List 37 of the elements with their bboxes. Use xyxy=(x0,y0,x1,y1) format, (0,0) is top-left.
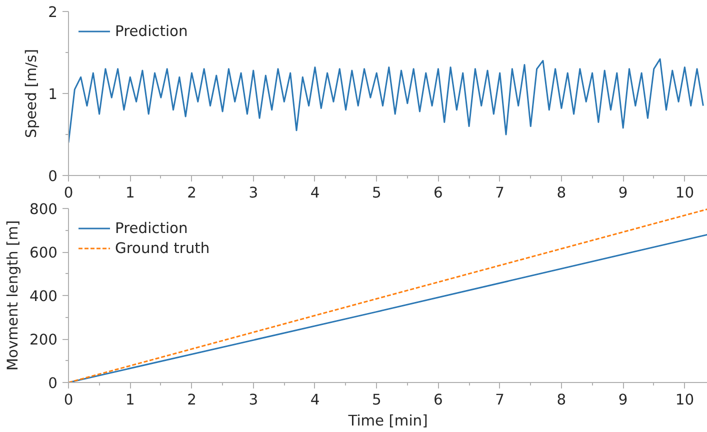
x-tick-label: 0 xyxy=(64,184,74,202)
y-axis-title: Movment length [m] xyxy=(4,220,22,371)
y-tick-label: 600 xyxy=(30,244,58,262)
x-tick-label: 9 xyxy=(618,392,628,408)
y-tick-label: 200 xyxy=(30,332,58,348)
x-tick-label: 6 xyxy=(434,184,443,202)
line-series xyxy=(68,58,704,144)
x-tick-label: 6 xyxy=(434,392,443,408)
x-tick-label: 2 xyxy=(187,392,196,408)
x-tick-label: 10 xyxy=(675,392,694,408)
x-tick-label: 2 xyxy=(187,184,196,202)
x-tick-label: 5 xyxy=(372,392,382,408)
x-axis-title: Time [min] xyxy=(347,412,428,430)
legend-label: Ground truth xyxy=(115,240,210,256)
x-tick-label: 4 xyxy=(310,184,320,202)
x-tick-label: 8 xyxy=(556,184,566,202)
x-tick-label: 3 xyxy=(248,392,258,408)
y-tick-label: 1 xyxy=(48,86,58,103)
x-tick-label: 7 xyxy=(495,392,505,408)
x-tick-label: 3 xyxy=(248,184,258,202)
y-axis-title: Speed [m/s] xyxy=(23,49,40,138)
x-tick-label: 1 xyxy=(125,392,135,408)
x-tick-label: 8 xyxy=(556,392,566,408)
x-tick-label: 10 xyxy=(675,184,694,202)
y-tick-label: 0 xyxy=(48,375,58,392)
legend-label: Prediction xyxy=(115,22,188,40)
x-tick-label: 4 xyxy=(310,392,320,408)
legend-label: Prediction xyxy=(115,220,188,236)
x-tick-label: 1 xyxy=(125,184,135,202)
y-tick-label: 0 xyxy=(48,168,58,185)
x-tick-label: 7 xyxy=(495,184,505,202)
x-tick-label: 5 xyxy=(372,184,382,202)
x-tick-label: 0 xyxy=(64,392,74,408)
y-tick-label: 2 xyxy=(48,4,58,21)
x-tick-label: 9 xyxy=(618,184,628,202)
y-tick-label: 400 xyxy=(30,288,58,305)
y-tick-label: 800 xyxy=(30,201,58,218)
